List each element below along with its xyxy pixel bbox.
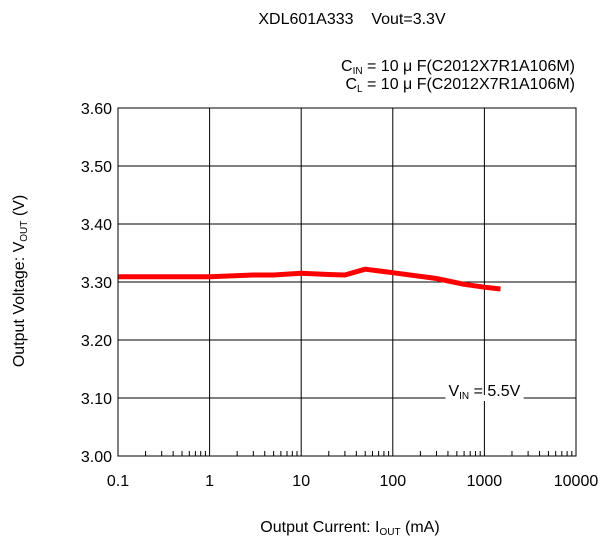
x-tick-label: 1 (205, 473, 214, 490)
annotation-prefix: V (448, 383, 459, 400)
y-tick-label: 3.10 (81, 391, 112, 408)
x-axis-label-prefix: Output Current: I (260, 519, 379, 536)
y-axis-label: Output Voltage: VOUT (V) (11, 195, 30, 367)
y-axis-label-subscript: OUT (19, 221, 30, 242)
x-tick-label: 1000 (467, 473, 503, 490)
y-axis-label-suffix: (V) (11, 195, 28, 221)
grid (118, 108, 576, 456)
y-tick-label: 3.60 (81, 101, 112, 118)
cin-prefix: C (341, 58, 353, 75)
y-tick-label: 3.50 (81, 159, 112, 176)
y-tick-label: 3.40 (81, 217, 112, 234)
x-axis-label-subscript: OUT (379, 527, 400, 538)
annotation-background (445, 395, 524, 401)
chart-title: XDL601A333 Vout=3.3V (258, 11, 446, 28)
x-axis-label: Output Current: IOUT (mA) (260, 519, 439, 538)
y-tick-label: 3.00 (81, 449, 112, 466)
minor-ticks (145, 451, 573, 456)
x-tick-label: 10 (292, 473, 310, 490)
condition-cl: CL = 10 μ F(C2012X7R1A106M) (345, 76, 575, 95)
x-tick-label: 0.1 (107, 473, 129, 490)
vin-annotation: VIN = 5.5V (448, 383, 520, 402)
x-tick-label: 10000 (554, 473, 599, 490)
tick-labels: 0.1 1 10 100 1000 10000 3.00 3.10 3.20 3.30 3.40 3.… (81, 101, 598, 490)
condition-cin: CIN = 10 μ F(C2012X7R1A106M) (341, 58, 575, 77)
series-line (118, 266, 501, 292)
y-axis-label-prefix: Output Voltage: V (11, 241, 28, 367)
annotation-subscript: IN (459, 391, 469, 402)
annotation-suffix: = 5.5V (469, 383, 520, 400)
cl-suffix: = 10 μ F(C2012X7R1A106M) (363, 76, 575, 93)
x-axis-label-suffix: (mA) (401, 519, 440, 536)
labels: XDL601A333 Vout=3.3V CIN = 10 μ F(C2012X… (11, 11, 575, 538)
plot-frame (117, 107, 577, 457)
cl-subscript: L (357, 84, 363, 95)
cin-subscript: IN (353, 66, 363, 77)
series-layer (118, 266, 501, 292)
x-tick-label: 100 (379, 473, 406, 490)
y-tick-label: 3.20 (81, 333, 112, 350)
cin-suffix: = 10 μ F(C2012X7R1A106M) (363, 58, 575, 75)
y-tick-label: 3.30 (81, 275, 112, 292)
cl-prefix: C (345, 76, 357, 93)
